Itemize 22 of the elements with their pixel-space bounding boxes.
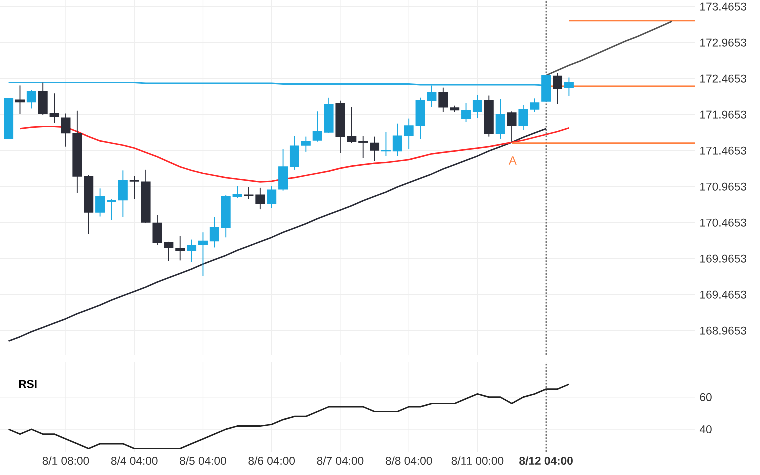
x-tick-label: 8/11 00:00 (452, 456, 504, 466)
x-tick-label: 8/8 04:00 (386, 456, 432, 466)
y-tick-label: 170.9653 (700, 182, 746, 191)
y-tick-label: 171.4653 (700, 146, 746, 155)
y-tick-label: 169.4653 (700, 290, 746, 299)
y-tick-label: 169.9653 (700, 254, 746, 263)
y-tick-label: 172.9653 (700, 38, 746, 47)
y-tick-label: 172.4653 (700, 74, 746, 83)
x-tick-label: 8/7 04:00 (317, 456, 364, 466)
x-tick-label: 8/5 04:00 (180, 456, 226, 466)
x-tick-label: 8/4 04:00 (111, 456, 158, 466)
annotation: A (508, 156, 517, 165)
y-tick-label: 168.9653 (700, 326, 746, 335)
text: RSI (19, 380, 37, 388)
x-tick-label: 8/1 08:00 (42, 456, 90, 466)
y-tick-label: 173.4653 (700, 2, 746, 11)
y-tick-label: 170.4653 (700, 218, 746, 227)
x-tick-label: 8/6 04:00 (248, 456, 296, 466)
x-tick-label: 8/12 04:00 (520, 456, 573, 466)
y-tick-label: 40 (700, 426, 712, 434)
y-tick-label: 171.9653 (700, 110, 746, 119)
y-tick-label: 60 (700, 393, 712, 402)
